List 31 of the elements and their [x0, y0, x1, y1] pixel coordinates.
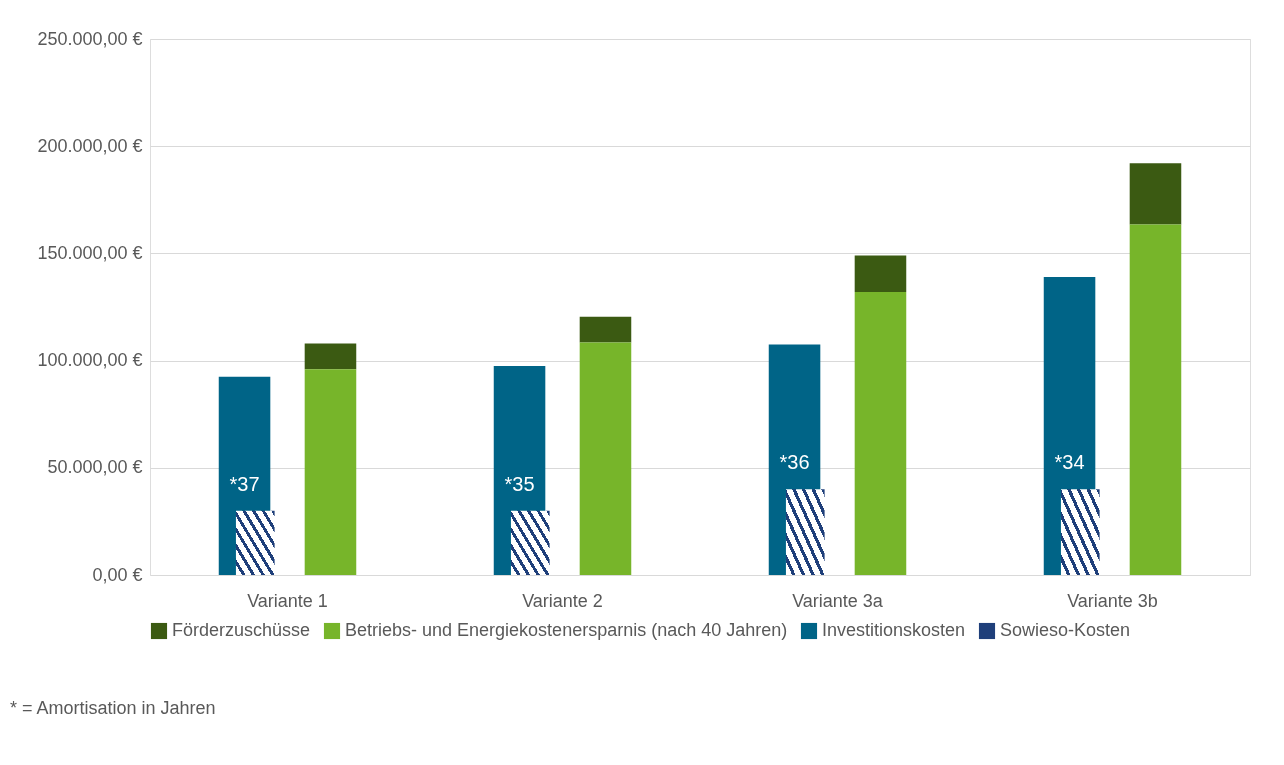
text: * = Amortisation in Jahren	[10, 698, 216, 718]
bar	[1129, 163, 1182, 225]
x-tick-label: Variante 3b	[1067, 591, 1158, 611]
annotation: *35	[504, 472, 535, 495]
y-tick-label: 100.000,00 €	[37, 350, 143, 371]
bar	[785, 489, 825, 575]
x-tick-label: Variante 2	[522, 591, 603, 611]
y-tick-label: 0,00 €	[92, 564, 143, 585]
legend-label: Sowieso-Kosten	[1000, 620, 1131, 640]
bar	[854, 255, 907, 292]
y-tick-label: 150.000,00 €	[37, 242, 143, 263]
bar	[510, 510, 550, 575]
legend-label: Betriebs- und Energiekostenersparnis (nach 40 Jahren)	[345, 620, 788, 640]
bar	[854, 291, 907, 575]
bar	[304, 343, 357, 370]
y-tick-label: 200.000,00 €	[37, 135, 143, 156]
bar	[1060, 489, 1100, 575]
x-tick-label: Variante 1	[247, 591, 328, 611]
bar	[1129, 224, 1182, 575]
y-tick-label: 250.000,00 €	[37, 28, 143, 49]
bar	[235, 510, 275, 575]
bar	[579, 316, 632, 343]
y-tick-label: 50.000,00 €	[47, 457, 143, 478]
bar	[304, 369, 357, 575]
legend-label: Förderzuschüsse	[172, 620, 311, 640]
x-tick-label: Variante 3a	[792, 591, 884, 611]
annotation: *36	[779, 451, 810, 474]
annotation: *34	[1054, 451, 1085, 474]
annotation: *37	[229, 472, 260, 495]
legend-label: Investitionskosten	[822, 620, 966, 640]
bar	[579, 342, 632, 575]
